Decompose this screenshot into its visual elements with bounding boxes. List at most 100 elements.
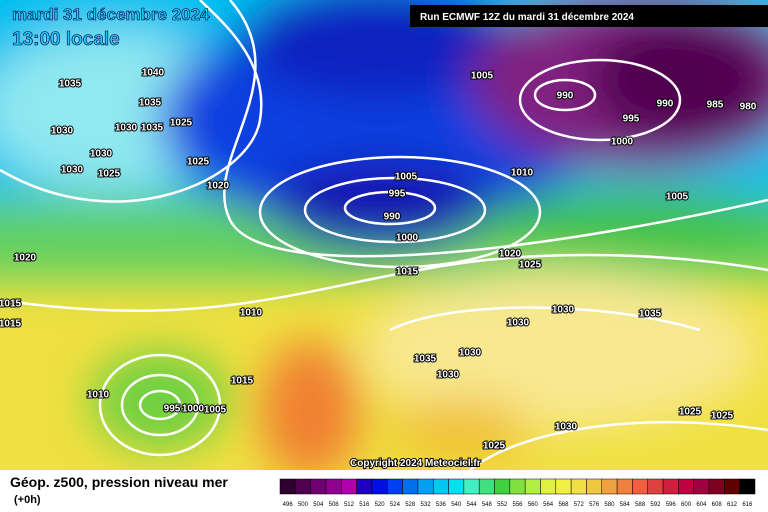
isobar-label: 1005	[666, 192, 689, 203]
isobar-label: 1005	[204, 405, 227, 416]
isobar-label: 1030	[90, 149, 113, 160]
caption-title: Géop. z500, pression niveau mer	[10, 474, 228, 490]
run-info: Run ECMWF 12Z du mardi 31 décembre 2024	[420, 12, 634, 23]
isobar-label: 1030	[61, 165, 84, 176]
colorbar-swatch	[356, 478, 373, 495]
run-box	[410, 5, 768, 27]
isobar-label: 1015	[396, 267, 419, 278]
colorbar-swatch	[678, 478, 694, 495]
isobar-label: 1025	[519, 260, 542, 271]
colorbar-swatch	[295, 478, 311, 495]
colorbar-label: 512	[344, 502, 355, 508]
colorbar-label: 544	[467, 502, 478, 508]
colorbar-label: 496	[283, 502, 294, 508]
isobar-label: 1020	[207, 181, 230, 192]
colorbar-swatch	[570, 478, 587, 495]
isobar-label: 995	[164, 404, 181, 415]
colorbar-label: 548	[482, 502, 493, 508]
isobar-label: 1010	[87, 390, 110, 401]
colorbar-swatch	[325, 478, 342, 495]
isobars	[0, 0, 768, 470]
colorbar-label: 596	[666, 502, 677, 508]
colorbar-label: 592	[650, 502, 661, 508]
isobar-label: 1025	[98, 169, 121, 180]
map-time: 13:00 locale	[12, 29, 120, 50]
colorbar-label: 532	[421, 502, 432, 508]
isobar-label: 1020	[499, 249, 522, 260]
colorbar: 496 500 504 508 512 516 520 524 528 532 536 540 544 5…	[279, 478, 756, 508]
colorbar-swatch	[586, 478, 603, 495]
isobar-label: 1030	[459, 348, 482, 359]
isobar-label: 1030	[115, 123, 138, 134]
isobar-label: 995	[623, 114, 640, 125]
colorbar-label: 612	[727, 502, 738, 508]
colorbar-label: 584	[620, 502, 631, 508]
isobar-label: 1030	[552, 305, 575, 316]
colorbar-label: 524	[390, 502, 401, 508]
colorbar-swatch	[693, 478, 710, 495]
colorbar-swatch	[616, 478, 633, 495]
isobar-label: 1000	[611, 137, 634, 148]
colorbar-swatch	[310, 478, 327, 495]
isobar-label: 1025	[483, 441, 506, 452]
colorbar-swatch	[708, 478, 725, 495]
isobar-label: 1025	[170, 118, 193, 129]
colorbar-swatch	[478, 478, 495, 495]
colorbar-swatch	[509, 478, 526, 495]
isobar-label: 1030	[507, 318, 530, 329]
colorbar-swatch	[341, 478, 357, 495]
colorbar-label: 580	[604, 502, 615, 508]
colorbar-label: 504	[313, 502, 324, 508]
isobar-label: 1035	[141, 123, 164, 134]
colorbar-label: 500	[298, 502, 309, 508]
colorbar-swatch	[662, 478, 679, 495]
isobar-label: 1000	[396, 233, 419, 244]
colorbar-label: 572	[574, 502, 585, 508]
colorbar-label: 608	[712, 502, 723, 508]
isobar-label: 1030	[437, 370, 460, 381]
isobar-label: 985	[707, 100, 724, 111]
isobar-label: 1010	[511, 168, 534, 179]
colorbar-swatch	[524, 478, 541, 495]
colorbar-swatch	[632, 478, 648, 495]
colorbar-swatch	[601, 478, 618, 495]
colorbar-label: 556	[512, 502, 523, 508]
colorbar-label: 616	[742, 502, 753, 508]
colorbar-swatch	[724, 478, 740, 495]
colorbar-label: 564	[543, 502, 554, 508]
isobar-label: 1000	[182, 404, 205, 415]
isobar-label: 1035	[639, 309, 662, 320]
colorbar-swatch	[540, 478, 557, 495]
colorbar-label: 520	[375, 502, 386, 508]
field	[0, 0, 768, 470]
colorbar-swatch	[647, 478, 664, 495]
colorbar-swatch	[417, 478, 434, 495]
isobar-label: 1035	[139, 98, 162, 109]
colorbar-swatch	[555, 478, 572, 495]
isobar-label: 1030	[555, 422, 578, 433]
colorbar-label: 560	[528, 502, 539, 508]
colorbar-swatch	[279, 478, 296, 495]
isobar-label: 990	[384, 212, 401, 223]
isobar-label: 990	[657, 99, 674, 110]
isobar-label: 1015	[0, 319, 22, 330]
isobar-label: 1030	[51, 126, 74, 137]
colorbar-label: 540	[451, 502, 462, 508]
colorbar-label: 536	[436, 502, 447, 508]
isobar-label: 1015	[0, 299, 22, 310]
colorbar-label: 600	[681, 502, 692, 508]
isobar-label: 1040	[142, 68, 165, 79]
colorbar-swatch	[371, 478, 388, 495]
isobar-label: 990	[557, 91, 574, 102]
isobar-label: 980	[740, 102, 757, 113]
colorbar-label: 576	[589, 502, 600, 508]
isobar-label: 1025	[187, 157, 210, 168]
isobar-label: 1025	[679, 407, 702, 418]
colorbar-swatch	[432, 478, 449, 495]
isobar-label: 1015	[231, 376, 254, 387]
colorbar-label: 568	[558, 502, 569, 508]
copyright: Copyright 2024 Meteociel.fr	[350, 458, 481, 469]
isobar-label: 1020	[14, 253, 37, 264]
